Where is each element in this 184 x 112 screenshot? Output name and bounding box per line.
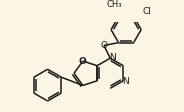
Text: N: N	[109, 53, 116, 62]
Text: Cl: Cl	[143, 7, 152, 16]
Text: O: O	[79, 57, 87, 66]
Text: O: O	[100, 41, 107, 50]
Text: N: N	[122, 77, 129, 86]
Text: CH₃: CH₃	[106, 0, 122, 9]
